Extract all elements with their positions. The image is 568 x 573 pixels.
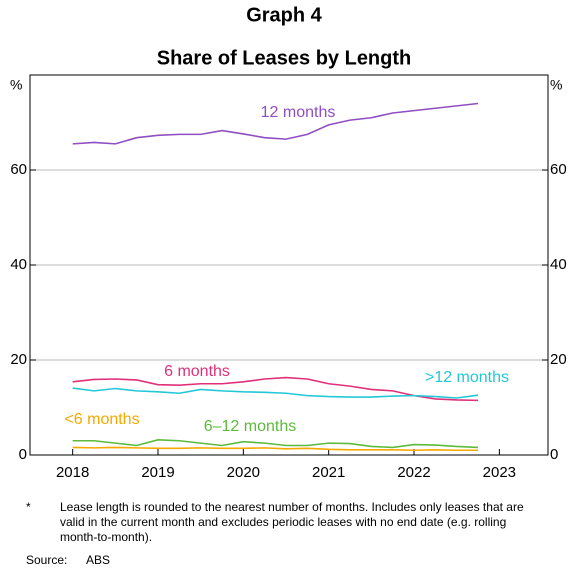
source-label: Source: <box>26 553 68 567</box>
y2-tick-label: 20 <box>550 351 567 368</box>
series-label: 6 months <box>164 363 230 380</box>
series-label: 6–12 months <box>204 418 297 435</box>
x-tick-label: 2018 <box>56 464 89 481</box>
y2-axis-label: % <box>550 77 562 93</box>
footnote-marker: * <box>26 500 31 514</box>
plot-frame <box>29 74 549 456</box>
x-tick-label: 2023 <box>483 464 516 481</box>
series-label: 12 months <box>261 104 336 121</box>
y2-tick-label: 40 <box>550 256 567 273</box>
y2-tick-label: 0 <box>550 446 558 463</box>
y-axis-label: % <box>10 77 22 93</box>
series-line <box>72 446 479 452</box>
footnote: Lease length is rounded to the nearest n… <box>60 500 524 544</box>
series-line <box>72 387 479 399</box>
series-label: <6 months <box>64 411 139 428</box>
series-label: >12 months <box>425 369 509 386</box>
chart-title: Graph 4 <box>246 4 322 26</box>
x-tick-label: 2021 <box>312 464 345 481</box>
x-tick-label: 2019 <box>141 464 174 481</box>
source: ABS <box>86 553 111 567</box>
series-line <box>72 376 479 402</box>
y-tick-label: 20 <box>10 351 27 368</box>
series-line <box>72 102 479 145</box>
y-tick-label: 40 <box>10 256 27 273</box>
series-line <box>72 438 479 449</box>
chart: Graph 4 Share of Leases by Length % % 0 0… <box>10 4 567 481</box>
y-tick-label: 60 <box>10 161 27 178</box>
y-tick-label: 0 <box>19 446 27 463</box>
chart-subtitle: Share of Leases by Length <box>157 47 412 69</box>
x-tick-label: 2020 <box>227 464 260 481</box>
x-tick-label: 2022 <box>397 464 430 481</box>
y2-tick-label: 60 <box>550 161 567 178</box>
